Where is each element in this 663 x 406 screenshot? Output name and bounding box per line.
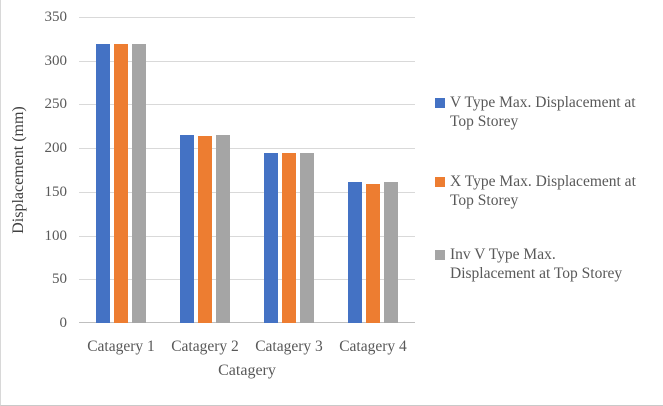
bar xyxy=(366,184,380,323)
legend-label: X Type Max. Displacement at Top Storey xyxy=(450,173,636,209)
bar xyxy=(96,44,110,323)
y-tick-label: 150 xyxy=(44,183,68,200)
legend-item: V Type Max. Displacement at Top Storey xyxy=(435,93,642,131)
bar xyxy=(264,152,278,323)
legend-item: X Type Max. Displacement at Top Storey xyxy=(435,172,642,210)
bar-groups xyxy=(79,17,415,323)
gridline xyxy=(79,17,415,18)
legend-marker-icon xyxy=(435,98,445,108)
y-tick-label: 100 xyxy=(44,227,68,244)
y-tick-label: 300 xyxy=(44,52,68,69)
bar xyxy=(282,153,296,323)
y-tick-label: 50 xyxy=(52,271,67,288)
gridline xyxy=(79,148,415,150)
legend-item: Inv V Type Max. Displacement at Top Stor… xyxy=(435,245,642,283)
y-tick-label: 0 xyxy=(59,315,68,331)
bar-group xyxy=(163,17,247,323)
bar-group xyxy=(247,17,331,323)
x-tick-label: Catagery 4 xyxy=(339,338,407,355)
x-tick-label: Catagery 3 xyxy=(255,338,323,355)
plot-area xyxy=(79,17,415,323)
bar xyxy=(198,135,212,323)
bar xyxy=(348,182,362,323)
gridline xyxy=(79,279,415,281)
y-axis-tick-labels: 0 50 100 150 200 250 300 350 xyxy=(1,9,68,331)
gridline xyxy=(79,235,415,237)
bar xyxy=(216,135,230,323)
bar xyxy=(180,135,194,323)
gridline xyxy=(79,191,415,193)
x-tick-label: Catagery 1 xyxy=(87,338,155,355)
bar-group xyxy=(79,17,163,323)
x-tick-label: Catagery 2 xyxy=(171,338,239,355)
bar xyxy=(384,182,398,323)
y-tick-label: 350 xyxy=(44,9,68,25)
bar xyxy=(114,44,128,323)
legend-marker-icon xyxy=(435,177,445,187)
legend-marker-icon xyxy=(435,250,445,260)
legend-label: V Type Max. Displacement at Top Storey xyxy=(450,94,636,130)
bar xyxy=(300,152,314,323)
bar-group xyxy=(331,17,415,323)
x-axis-tick-labels: Catagery 1 Catagery 2 Catagery 3 Catagery 4 xyxy=(79,338,415,356)
gridline xyxy=(79,60,415,62)
gridline xyxy=(79,104,415,106)
bar xyxy=(132,44,146,323)
x-axis-line xyxy=(79,322,415,323)
y-tick-label: 200 xyxy=(44,140,68,157)
x-axis-title: Catagery xyxy=(218,362,276,379)
y-tick-label: 250 xyxy=(44,96,68,113)
legend-label: Inv V Type Max. Displacement at Top Stor… xyxy=(450,246,623,282)
